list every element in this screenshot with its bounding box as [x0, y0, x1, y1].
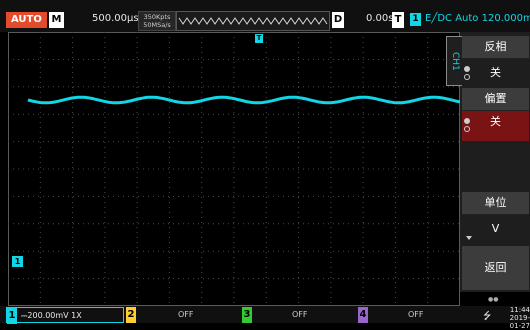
ch2-state: OFF: [178, 310, 194, 319]
horizontal-position-value[interactable]: 0.00s: [366, 13, 394, 24]
offset-value: 关: [490, 115, 501, 128]
invert-label: 反相: [462, 36, 529, 59]
clock-time: 11:44: [509, 306, 530, 314]
ch1-scale: ⎓200.00mV 1X: [21, 311, 82, 320]
status-bar: AUTO M 500.00μs 350Kpts 50MSa/s D 0.00s …: [0, 0, 530, 32]
waveform-display[interactable]: [8, 32, 460, 306]
clock-date: 2019-01-27: [509, 314, 530, 330]
invert-radio-off-icon: [464, 66, 470, 72]
unit-value: V: [491, 222, 500, 235]
grid-lines: [8, 32, 460, 306]
timebase-value[interactable]: 500.00μs: [92, 13, 139, 24]
trigger-badge: T: [392, 12, 404, 28]
trigger-channel-badge: 1: [410, 13, 421, 26]
ch3-status[interactable]: 3 OFF: [242, 307, 356, 323]
ch2-status[interactable]: 2 OFF: [126, 307, 240, 323]
ch4-state: OFF: [408, 310, 424, 319]
ch1-trace: [27, 95, 460, 105]
unit-dropdown-icon: [466, 236, 472, 240]
trigger-settings[interactable]: E╱DC Auto 120.000mV: [425, 13, 530, 24]
offset-radio-on-icon: [464, 126, 470, 132]
ch4-number: 4: [358, 307, 368, 323]
invert-value: 关: [490, 66, 501, 79]
waveform-preview-trace: [178, 17, 328, 25]
usb-icon: ⭍: [483, 311, 492, 322]
ch4-status[interactable]: 4 OFF: [358, 307, 472, 323]
ch3-number: 3: [242, 307, 252, 323]
unit-button[interactable]: V: [462, 216, 529, 242]
menu-tab-ch1: CH1: [446, 36, 462, 86]
graticule: [8, 32, 460, 306]
clock: 11:44 2019-01-27: [500, 306, 530, 330]
offset-button[interactable]: 关: [462, 111, 529, 141]
sample-rate: 50MSa/s: [143, 21, 171, 29]
main-timebase-badge: M: [49, 12, 64, 28]
trigger-mode-badge[interactable]: AUTO: [6, 12, 47, 28]
menu-page-indicator: ●●: [488, 296, 499, 303]
invert-radio-on-icon: [464, 74, 470, 80]
ch1-status[interactable]: 1 ⎓200.00mV 1X: [6, 307, 124, 324]
back-button[interactable]: 返回: [462, 246, 529, 290]
sample-info: 350Kpts 50MSa/s: [138, 11, 176, 31]
offset-label: 偏置: [462, 88, 529, 111]
ch2-number: 2: [126, 307, 136, 323]
ch1-number: 1: [7, 308, 17, 324]
unit-label: 单位: [462, 192, 529, 215]
ch3-state: OFF: [292, 310, 308, 319]
trigger-position-marker[interactable]: T: [255, 34, 263, 43]
invert-button[interactable]: 关: [462, 60, 529, 86]
waveform-preview: [176, 11, 330, 31]
offset-radio-off-icon: [464, 118, 470, 124]
ch1-offset-marker[interactable]: 1: [12, 256, 23, 267]
sample-points: 350Kpts: [143, 13, 171, 21]
delay-badge: D: [332, 12, 344, 28]
